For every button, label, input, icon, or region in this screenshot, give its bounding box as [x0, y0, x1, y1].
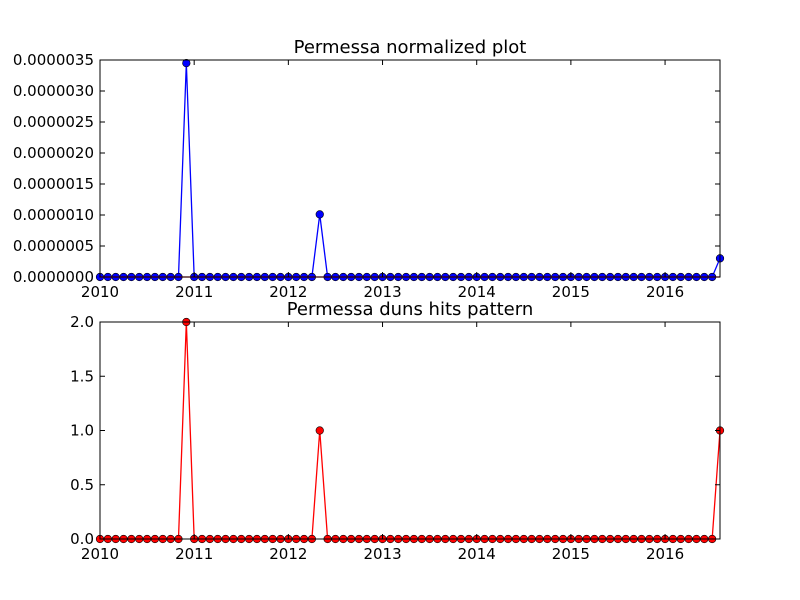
plot-frame: [99, 321, 721, 540]
y-tick-label: 0.5: [70, 476, 94, 494]
x-tick-label: 2013: [363, 545, 401, 563]
x-tick-label: 2013: [363, 283, 401, 301]
y-tick-label: 2.0: [70, 313, 94, 331]
y-tick-label: 0.0000020: [13, 144, 94, 162]
x-tick-label: 2010: [81, 545, 119, 563]
chart-title: Permessa normalized plot: [294, 37, 527, 58]
x-tick-label: 2015: [552, 283, 590, 301]
x-tick-label: 2014: [458, 283, 496, 301]
x-tick-label: 2016: [646, 283, 684, 301]
x-tick-label: 2015: [552, 545, 590, 563]
y-tick-label: 0.0000000: [13, 268, 94, 286]
x-tick-label: 2011: [175, 283, 213, 301]
plot-area: [100, 322, 720, 539]
plot-frame: [99, 59, 721, 278]
tick-layer: 2010 2011 2012 2013 2014 2015 2016 0.0000000 0.0…: [13, 51, 720, 301]
data-point: [182, 58, 191, 68]
data-point: [315, 426, 324, 435]
bottom-chart: Permessa duns hits pattern 2010 2011 2012 2…: [70, 299, 725, 563]
top-chart: Permessa normalized plot 2010 2011 2012 201…: [13, 37, 725, 301]
x-tick-label: 2016: [646, 545, 684, 563]
plot-area: [100, 60, 720, 277]
chart-title: Permessa duns hits pattern: [287, 299, 534, 320]
x-tick-label: 2011: [175, 545, 213, 563]
x-tick-label: 2012: [269, 545, 307, 563]
data-point: [315, 210, 324, 219]
y-tick-label: 1.5: [70, 367, 94, 385]
x-tick-label: 2014: [458, 545, 496, 563]
y-tick-label: 1.0: [70, 422, 94, 440]
y-tick-label: 0.0: [70, 530, 94, 548]
y-tick-label: 0.0000025: [13, 113, 94, 131]
y-tick-label: 0.0000035: [13, 51, 94, 69]
y-tick-label: 0.0000030: [13, 82, 94, 100]
tick-layer: 2010 2011 2012 2013 2014 2015 2016 0.0 0.5 1.0 1.5…: [70, 313, 720, 563]
y-tick-label: 0.0000005: [13, 237, 94, 255]
y-tick-label: 0.0000010: [13, 206, 94, 224]
x-tick-label: 2010: [81, 283, 119, 301]
y-tick-label: 0.0000015: [13, 175, 94, 193]
x-tick-label: 2012: [269, 283, 307, 301]
